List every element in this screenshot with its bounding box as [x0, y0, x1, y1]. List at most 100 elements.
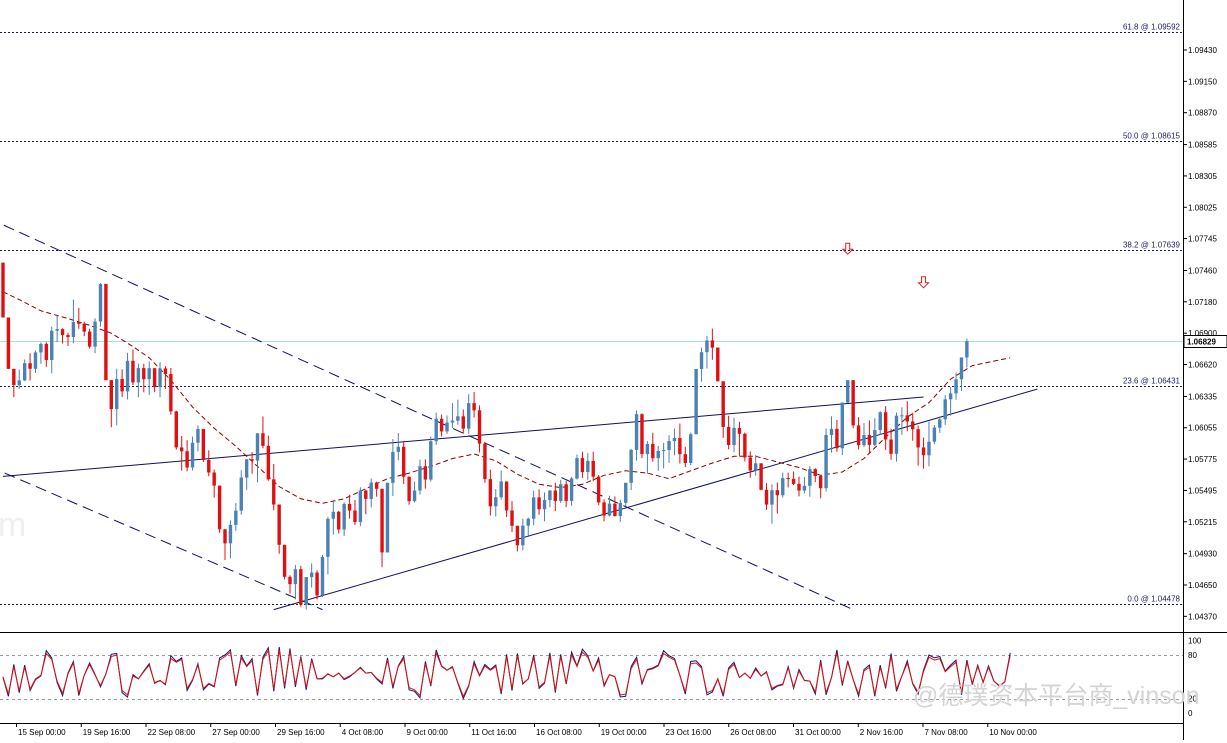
- candle: [125, 352, 130, 400]
- candle-body: [77, 321, 81, 324]
- candle-body: [602, 502, 606, 516]
- candle: [499, 470, 503, 500]
- candle-body: [12, 368, 16, 386]
- candle: [548, 489, 552, 508]
- time-tick-label: 27 Sep 00:00: [212, 728, 260, 737]
- candle: [169, 367, 173, 415]
- candle-body: [434, 418, 438, 442]
- price-tick-label: 1.05775: [1188, 455, 1217, 464]
- candle-body: [927, 441, 931, 456]
- candle: [429, 436, 433, 482]
- candle-body: [921, 447, 926, 456]
- candle: [337, 510, 341, 534]
- candle-body: [851, 380, 855, 426]
- candle-body: [559, 484, 563, 501]
- candle: [537, 489, 541, 515]
- candle: [743, 432, 747, 462]
- candle-body: [694, 368, 698, 435]
- candle: [272, 464, 276, 511]
- candle: [889, 428, 893, 460]
- candle-body: [207, 459, 211, 473]
- candle: [456, 399, 460, 425]
- candle: [131, 349, 135, 385]
- candle-body: [55, 329, 59, 331]
- candle-body: [201, 428, 206, 460]
- candle-body: [640, 414, 644, 455]
- candle-body: [412, 490, 417, 502]
- candle: [737, 421, 742, 457]
- candle-body: [624, 482, 628, 503]
- candle: [93, 318, 97, 354]
- candle-body: [169, 374, 173, 412]
- candle: [212, 469, 216, 498]
- candle-body: [299, 569, 303, 605]
- candle: [418, 459, 422, 495]
- candle: [28, 353, 32, 381]
- candle-body: [488, 479, 493, 507]
- candle-body: [445, 422, 449, 432]
- candle: [764, 483, 769, 510]
- candle-body: [93, 321, 97, 347]
- downtrend-channel-line: [0, 222, 854, 611]
- time-tick-label: 10 Nov 00:00: [989, 728, 1037, 737]
- candle-body: [456, 416, 460, 421]
- stochastic-panel: 100 80 20 0: [0, 637, 1202, 718]
- candle: [244, 459, 249, 490]
- candle: [1, 262, 5, 318]
- candle-body: [824, 435, 828, 489]
- candle: [472, 391, 476, 418]
- candle-body: [6, 317, 11, 369]
- candle: [412, 481, 417, 503]
- candle: [347, 494, 352, 519]
- candle-body: [575, 458, 579, 479]
- candle-body: [1, 262, 5, 318]
- candle-body: [504, 481, 509, 511]
- stoch-k-line: [2, 646, 1011, 700]
- candle: [878, 411, 882, 435]
- candle-body: [580, 458, 585, 473]
- candle-body: [402, 446, 406, 477]
- time-tick-label: 22 Sep 08:00: [148, 728, 196, 737]
- candle-body: [272, 479, 276, 505]
- candle: [618, 499, 623, 522]
- candle: [862, 423, 866, 448]
- candle-body: [423, 466, 428, 480]
- time-axis: 15 Sep 00:00 19 Sep 16:00 22 Sep 08:00 27 S…: [16, 723, 1037, 737]
- price-tick-label: 1.06900: [1188, 329, 1217, 338]
- candle-body: [66, 335, 70, 337]
- candle: [667, 435, 671, 463]
- candle-body: [905, 415, 910, 422]
- candle: [846, 380, 850, 403]
- candle-body: [228, 524, 233, 544]
- candle: [786, 472, 790, 488]
- candle-body: [374, 482, 379, 489]
- candle: [645, 441, 650, 474]
- candle-body: [672, 438, 677, 442]
- candle: [288, 575, 292, 594]
- candle: [911, 412, 915, 441]
- candle-body: [764, 489, 769, 505]
- candle-body: [44, 343, 49, 361]
- price-tick-label: 1.05495: [1188, 486, 1217, 495]
- candle-body: [943, 399, 947, 420]
- candle-body: [840, 402, 845, 449]
- candle-body: [217, 485, 222, 530]
- candle: [835, 419, 839, 452]
- candle-body: [678, 438, 682, 455]
- time-tick-label: 11 Oct 16:00: [471, 728, 517, 737]
- candle: [569, 476, 574, 506]
- candle-body: [309, 572, 314, 578]
- candle-body: [385, 482, 390, 553]
- candle: [656, 445, 660, 471]
- candle: [423, 459, 428, 489]
- candle-body: [293, 569, 298, 585]
- candle-body: [916, 429, 920, 448]
- candle: [510, 501, 514, 533]
- candle: [900, 407, 904, 435]
- candle: [223, 529, 227, 561]
- candle-body: [429, 441, 433, 480]
- candle-body: [185, 451, 189, 468]
- candle: [521, 518, 525, 551]
- candle: [894, 412, 899, 462]
- candle-body: [835, 428, 839, 449]
